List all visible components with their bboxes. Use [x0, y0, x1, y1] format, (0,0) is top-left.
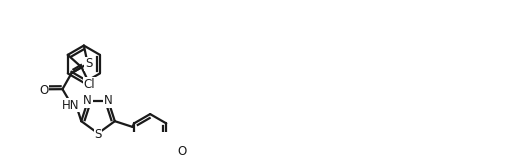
Text: HN: HN: [62, 99, 80, 112]
Text: S: S: [85, 57, 92, 70]
Text: O: O: [178, 145, 187, 156]
Text: S: S: [94, 128, 102, 141]
Text: N: N: [104, 94, 113, 107]
Text: Cl: Cl: [84, 78, 95, 90]
Text: N: N: [83, 94, 92, 107]
Text: O: O: [39, 84, 49, 97]
